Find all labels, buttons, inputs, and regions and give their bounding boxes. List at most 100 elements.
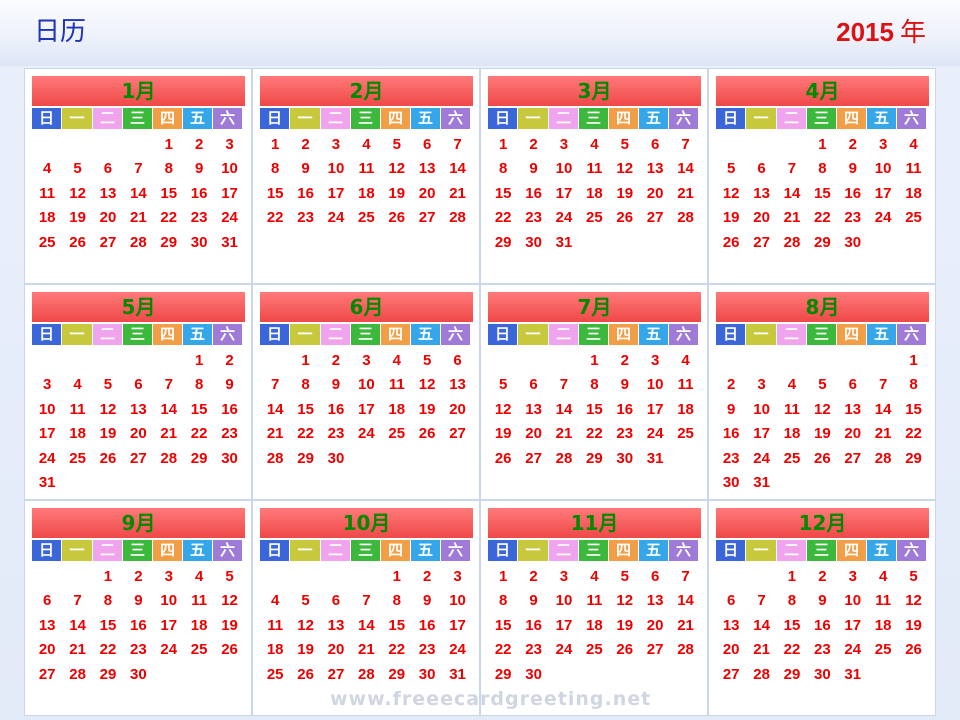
weekday-header-row: 日一二三四五六 <box>488 540 701 561</box>
day-cell: 31 <box>221 233 238 251</box>
day-cell: 2 <box>848 136 857 153</box>
day-cell: 30 <box>525 665 542 683</box>
weekday-header: 六 <box>897 540 926 561</box>
empty-day-cell <box>260 349 290 373</box>
day-cell: 6 <box>650 136 660 153</box>
day-cell: 18 <box>677 400 694 418</box>
day-cell: 18 <box>266 641 284 659</box>
day-cell: 20 <box>844 425 862 443</box>
day-cell: 22 <box>160 209 178 227</box>
weekday-header: 六 <box>213 324 242 345</box>
day-cell: 6 <box>103 160 113 178</box>
weekday-header: 六 <box>897 324 926 345</box>
day-cell: 29 <box>783 665 801 683</box>
day-cell: 31 <box>555 233 573 251</box>
day-cell: 24 <box>160 641 178 659</box>
empty-day-cell <box>518 349 548 373</box>
day-cell: 3 <box>331 136 341 153</box>
day-cell: 25 <box>38 233 56 251</box>
month-title: 11月 <box>488 508 701 538</box>
day-cell: 24 <box>874 209 892 227</box>
weekday-header: 四 <box>153 324 182 345</box>
day-cell: 29 <box>494 665 512 683</box>
day-cell: 31 <box>753 473 770 491</box>
day-cell: 25 <box>905 209 922 227</box>
weekday-header: 二 <box>321 324 350 345</box>
weekday-header: 日 <box>32 324 61 345</box>
day-cell: 22 <box>494 641 512 659</box>
day-cell: 2 <box>727 376 736 394</box>
day-cell: 17 <box>221 184 238 202</box>
day-cell: 20 <box>99 209 117 227</box>
day-cell: 10 <box>160 592 178 610</box>
day-cell: 10 <box>221 160 238 178</box>
day-cell: 24 <box>327 209 345 227</box>
day-cell: 1 <box>194 352 204 369</box>
weekday-header: 三 <box>351 324 380 345</box>
day-cell: 18 <box>874 616 892 634</box>
day-cell: 7 <box>757 592 766 610</box>
day-cell: 23 <box>130 641 147 659</box>
day-cell: 27 <box>327 665 345 683</box>
month-panel: 5月日一二三四五六 1 2 3 4 5 6 7 8 9 10 11 12 13 14 15 16 17 18 19 20… <box>24 284 252 500</box>
day-cell: 30 <box>844 233 862 251</box>
day-cell: 13 <box>130 400 147 418</box>
weekday-header: 二 <box>321 108 350 129</box>
day-cell: 16 <box>327 400 345 418</box>
day-cell: 10 <box>753 400 770 418</box>
day-cell: 14 <box>677 160 694 178</box>
day-cell: 28 <box>677 209 694 227</box>
day-cell: 12 <box>388 160 406 178</box>
weekday-header: 五 <box>867 108 896 129</box>
day-cell: 4 <box>590 568 599 585</box>
day-cell: 10 <box>38 400 56 418</box>
day-cell: 6 <box>43 592 52 610</box>
weekday-header-row: 日一二三四五六 <box>32 540 245 561</box>
month-title: 7月 <box>488 292 701 322</box>
month-title: 2月 <box>260 76 473 106</box>
day-cell: 25 <box>190 641 208 659</box>
day-cell: 26 <box>722 233 740 251</box>
day-cell: 11 <box>875 592 892 610</box>
year-number: 2015 <box>836 17 894 47</box>
day-cell: 11 <box>905 160 922 178</box>
day-cell: 11 <box>69 400 86 418</box>
day-cell: 14 <box>130 184 147 202</box>
empty-day-cell <box>838 349 868 373</box>
day-cell: 13 <box>722 616 740 634</box>
day-cell: 3 <box>362 352 371 369</box>
day-cell: 17 <box>555 184 573 202</box>
weekday-header: 二 <box>93 324 122 345</box>
day-cell: 2 <box>331 352 341 369</box>
month-panel: 2月日一二三四五六 1 2 3 4 5 6 7 8 9 10 11 12 13 14 15 16 17 18 19 20… <box>252 68 480 284</box>
day-cell: 1 <box>590 352 599 369</box>
empty-day-cell <box>868 349 898 373</box>
day-cell: 12 <box>418 376 436 394</box>
weekday-header: 六 <box>897 108 926 129</box>
day-cell: 11 <box>267 616 284 634</box>
day-cell: 18 <box>190 616 208 634</box>
day-cell: 14 <box>555 400 573 418</box>
day-cell: 15 <box>388 616 406 634</box>
day-cell: 8 <box>103 592 113 610</box>
day-cell: 3 <box>43 376 52 394</box>
empty-day-cell <box>351 565 381 589</box>
day-cell: 1 <box>103 568 113 585</box>
day-cell: 13 <box>327 616 345 634</box>
day-cell: 6 <box>848 376 857 394</box>
day-cell: 30 <box>525 233 542 251</box>
day-grid: 1 2 3 4 5 6 7 8 9 10 11 12 13 14 15 16 17 18 19 20 21 22 23 24 2… <box>488 133 701 255</box>
day-cell: 13 <box>525 400 542 418</box>
day-cell: 27 <box>753 233 770 251</box>
day-cell: 2 <box>818 568 827 585</box>
day-cell: 9 <box>422 592 432 610</box>
weekday-header: 四 <box>381 540 410 561</box>
day-cell: 6 <box>529 376 538 394</box>
weekday-header: 五 <box>639 324 668 345</box>
day-cell: 18 <box>358 184 375 202</box>
empty-day-cell <box>321 565 351 589</box>
day-cell: 25 <box>677 425 694 443</box>
day-cell: 23 <box>297 209 314 227</box>
weekday-header: 五 <box>183 108 212 129</box>
day-cell: 28 <box>449 209 466 227</box>
